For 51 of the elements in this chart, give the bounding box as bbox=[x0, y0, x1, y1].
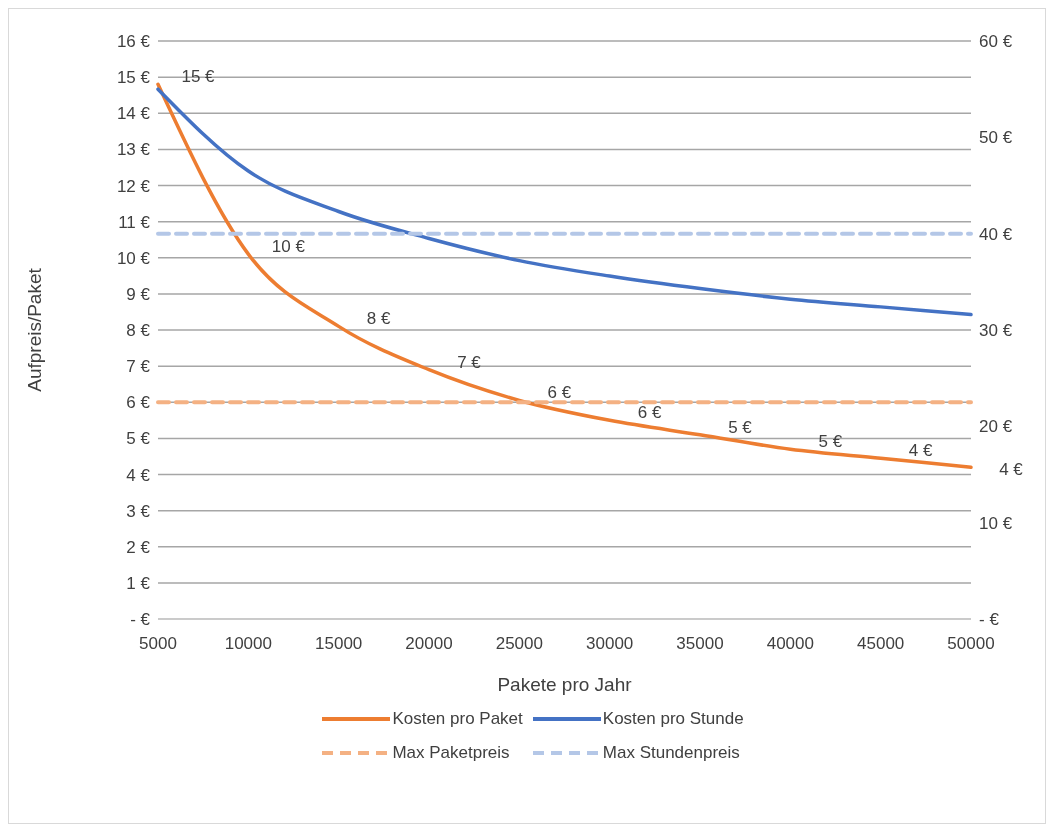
y-tick-label: 14 € bbox=[116, 104, 151, 124]
x-tick-label: 50000 bbox=[947, 634, 995, 654]
legend-label: Kosten pro Paket bbox=[392, 709, 523, 729]
y2-tick-label: 40 € bbox=[979, 224, 1013, 244]
y-tick-label: 5 € bbox=[126, 429, 151, 449]
y-tick-label: 2 € bbox=[126, 537, 151, 557]
y-tick-label: 13 € bbox=[116, 140, 151, 160]
y2-tick-label: - € bbox=[979, 610, 1000, 630]
y2-tick-label: 60 € bbox=[979, 32, 1013, 52]
data-label: 6 € bbox=[547, 383, 572, 403]
data-label: 7 € bbox=[457, 352, 482, 372]
y-tick-label: 12 € bbox=[116, 176, 151, 196]
y-tick-label: 1 € bbox=[126, 573, 151, 593]
y-tick-label: 3 € bbox=[126, 501, 151, 521]
x-tick-label: 5000 bbox=[139, 634, 177, 654]
y-tick-label: 11 € bbox=[118, 212, 151, 232]
data-label: 5 € bbox=[818, 432, 843, 452]
y-tick-label: 15 € bbox=[116, 68, 151, 88]
y-tick-label: 8 € bbox=[126, 321, 151, 341]
x-tick-label: 10000 bbox=[224, 634, 272, 654]
x-tick-label: 35000 bbox=[676, 634, 724, 654]
x-tick-label: 15000 bbox=[315, 634, 363, 654]
x-tick-label: 25000 bbox=[495, 634, 543, 654]
y-tick-label: 16 € bbox=[116, 32, 151, 52]
legend-label: Max Stundenpreis bbox=[602, 743, 740, 763]
data-label: 8 € bbox=[366, 309, 392, 329]
data-label: 10 € bbox=[271, 237, 306, 257]
y-tick-label: 10 € bbox=[116, 248, 151, 268]
y2-tick-label: 10 € bbox=[979, 513, 1013, 533]
y2-tick-label: 50 € bbox=[979, 128, 1013, 148]
y-axis-title: Aufpreis/Paket bbox=[23, 267, 45, 392]
x-tick-label: 40000 bbox=[766, 634, 814, 654]
y-tick-label: 9 € bbox=[126, 284, 151, 304]
data-label: 15 € bbox=[181, 67, 216, 87]
legend-label: Max Paketpreis bbox=[392, 743, 510, 763]
y-tick-label: 4 € bbox=[126, 465, 151, 485]
data-label: 4 € bbox=[908, 441, 934, 461]
line-series bbox=[156, 82, 973, 470]
y2-tick-label: 20 € bbox=[979, 417, 1013, 437]
y2-tick-label: 30 € bbox=[979, 321, 1013, 341]
data-label: 5 € bbox=[728, 417, 753, 437]
y-tick-label: 7 € bbox=[126, 357, 151, 377]
legend-label: Kosten pro Stunde bbox=[602, 709, 744, 729]
x-axis-title: Pakete pro Jahr bbox=[497, 674, 633, 695]
x-tick-label: 30000 bbox=[586, 634, 634, 654]
x-tick-label: 45000 bbox=[857, 634, 905, 654]
data-label: 6 € bbox=[637, 403, 663, 423]
y-tick-label: 6 € bbox=[126, 393, 151, 413]
data-label: 4 € bbox=[999, 460, 1024, 480]
y-tick-label: - € bbox=[130, 610, 151, 630]
x-tick-label: 20000 bbox=[405, 634, 453, 654]
